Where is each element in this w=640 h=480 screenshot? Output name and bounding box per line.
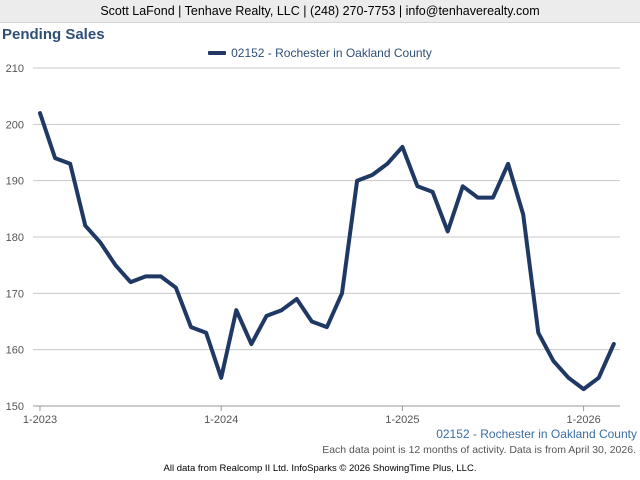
data-point xyxy=(551,359,556,363)
data-point xyxy=(446,229,450,233)
data-point xyxy=(340,291,344,295)
data-point xyxy=(38,111,42,115)
data-point xyxy=(476,195,480,200)
y-tick-label: 190 xyxy=(6,176,24,188)
data-point xyxy=(415,184,420,188)
y-axis-tick-labels: 150 160 170 180 190 200 210 xyxy=(6,63,24,413)
data-point xyxy=(506,162,510,166)
series-line xyxy=(38,111,616,392)
data-point xyxy=(68,162,72,166)
data-point xyxy=(189,325,193,329)
grid-lines xyxy=(33,67,620,407)
banner-text: Scott LaFond | Tenhave Realty, LLC | (24… xyxy=(100,4,540,18)
data-point xyxy=(355,179,359,183)
data-point xyxy=(461,184,465,188)
data-point xyxy=(234,308,238,312)
chart-legend: 02152 - Rochester in Oakland County xyxy=(0,46,640,60)
data-footnote: Each data point is 12 months of activity… xyxy=(322,444,636,456)
data-point xyxy=(582,387,586,391)
data-point xyxy=(113,263,118,267)
data-point xyxy=(295,297,299,301)
data-point xyxy=(144,274,148,279)
data-point xyxy=(264,314,269,318)
y-tick-label: 180 xyxy=(6,232,24,244)
data-point xyxy=(491,195,495,200)
data-point xyxy=(597,376,601,380)
data-point xyxy=(280,308,284,312)
data-point xyxy=(566,376,571,380)
data-point xyxy=(219,376,223,380)
data-point xyxy=(400,145,404,149)
data-point xyxy=(83,224,87,228)
y-tick-label: 170 xyxy=(6,288,24,300)
data-point xyxy=(159,274,163,279)
data-point xyxy=(385,162,389,166)
data-point xyxy=(521,212,525,217)
legend-label: 02152 - Rochester in Oakland County xyxy=(231,46,432,60)
data-point xyxy=(325,325,329,329)
x-tick-label: 1-2025 xyxy=(385,414,419,426)
series-end-label: 02152 - Rochester in Oakland County xyxy=(436,427,637,441)
series-layer xyxy=(38,111,616,392)
data-point xyxy=(174,286,178,290)
data-point xyxy=(536,331,540,335)
x-axis-ticks: 1-2023 1-2024 1-2025 1-2026 xyxy=(23,406,601,426)
data-credit: All data from Realcomp II Ltd. InfoSpark… xyxy=(163,463,477,474)
legend-swatch-icon xyxy=(208,51,227,55)
data-point xyxy=(249,342,253,346)
data-point xyxy=(370,173,374,177)
data-point xyxy=(612,342,616,346)
x-tick-label: 1-2026 xyxy=(566,414,600,426)
data-point xyxy=(431,190,435,194)
chart-title: Pending Sales xyxy=(2,26,105,43)
data-point xyxy=(98,241,102,245)
x-tick-label: 1-2024 xyxy=(204,414,238,426)
y-tick-label: 160 xyxy=(6,345,24,357)
data-point xyxy=(53,156,57,160)
data-point xyxy=(129,280,133,284)
data-point xyxy=(310,319,314,324)
x-tick-label: 1-2023 xyxy=(23,414,57,426)
data-point xyxy=(204,331,208,335)
header-banner: Scott LaFond | Tenhave Realty, LLC | (24… xyxy=(0,0,640,23)
y-tick-label: 210 xyxy=(6,63,24,75)
y-tick-label: 200 xyxy=(6,119,24,131)
y-tick-label: 150 xyxy=(6,401,24,413)
series-end-label-layer: 02152 - Rochester in Oakland County xyxy=(436,427,637,441)
